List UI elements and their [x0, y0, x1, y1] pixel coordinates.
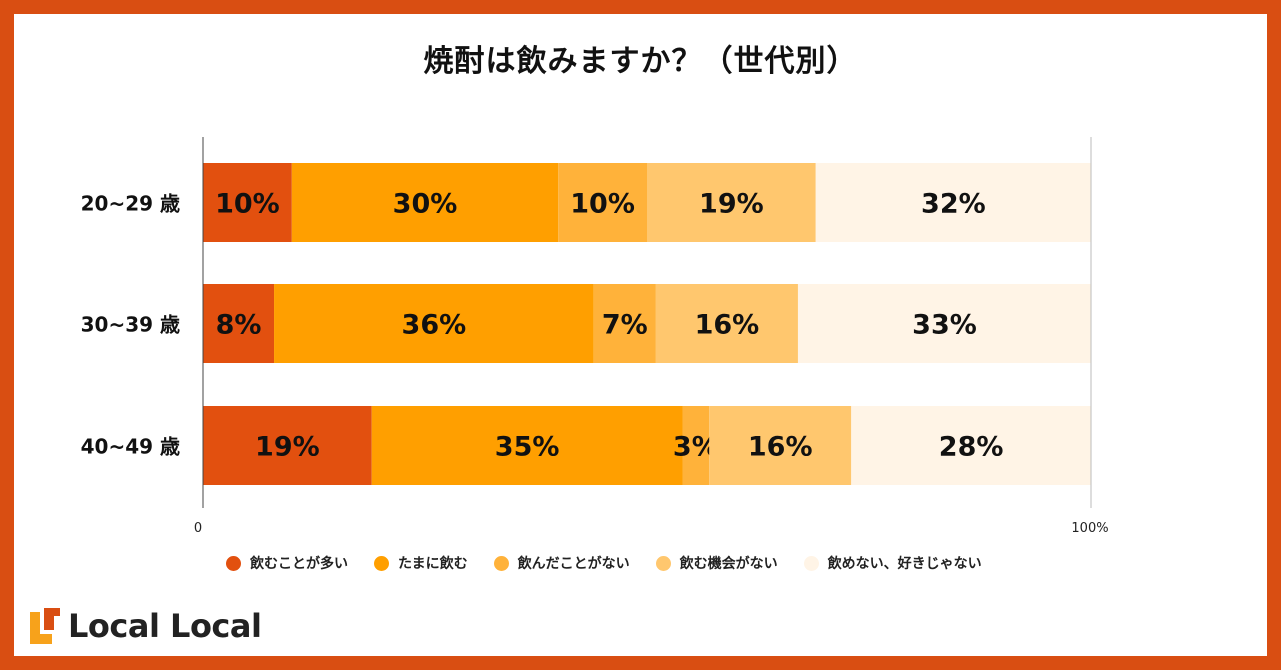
legend-item: 飲めない、好きじゃない	[803, 553, 982, 573]
data-label: 32%	[921, 189, 986, 220]
bar-segment	[815, 163, 1091, 242]
bar-segment	[371, 406, 683, 485]
bar-segment	[647, 163, 816, 242]
bar-segment	[203, 163, 292, 242]
data-label: 36%	[402, 310, 467, 341]
legend-label: 飲むことが多い	[250, 556, 348, 572]
legend-swatch	[374, 555, 389, 571]
chart-title: 焼酎は飲みますか？（世代別）	[423, 44, 858, 79]
bar-segment	[851, 406, 1091, 485]
bar-segment	[682, 406, 710, 485]
data-label: 33%	[912, 310, 977, 341]
data-label: 16%	[695, 310, 760, 341]
bar-segment	[203, 406, 372, 485]
category-label: 30~39 歳	[81, 313, 180, 337]
legend-item: たまに飲む	[374, 553, 468, 573]
x-tick-label: 100%	[1071, 521, 1108, 536]
data-label: 35%	[495, 432, 560, 463]
bar-segment	[558, 163, 647, 242]
data-label: 30%	[393, 189, 458, 220]
data-label: 10%	[570, 189, 635, 220]
legend-swatch	[803, 555, 819, 571]
x-tick-label: 0	[194, 521, 202, 536]
legend-item: 飲んだことがない	[493, 553, 630, 573]
data-label: 10%	[215, 189, 280, 220]
local-local-logo-icon	[30, 608, 60, 644]
bar-segment	[709, 406, 852, 485]
bar-segment	[291, 163, 559, 242]
legend-label: たまに飲む	[398, 556, 468, 572]
brand-logo: Local Local	[30, 607, 262, 645]
data-label: 7%	[602, 310, 648, 341]
bar-segment	[203, 284, 275, 363]
brand-name: Local Local	[68, 607, 262, 645]
category-label: 20~29 歳	[81, 192, 180, 216]
data-label: 16%	[748, 432, 813, 463]
legend-item: 飲むことが多い	[226, 553, 348, 573]
legend-swatch	[655, 555, 671, 571]
legend: 飲むことが多い たまに飲む 飲んだことがない 飲む機会がない 飲めない、好きじゃない	[226, 553, 1008, 573]
legend-swatch	[493, 555, 509, 571]
category-label: 40~49 歳	[81, 435, 180, 459]
legend-swatch	[226, 555, 241, 571]
data-label: 19%	[255, 432, 320, 463]
legend-label: 飲めない、好きじゃない	[827, 556, 982, 572]
data-label: 28%	[939, 432, 1004, 463]
bar-segment	[593, 284, 656, 363]
legend-item: 飲む機会がない	[655, 553, 778, 573]
bar-segment	[797, 284, 1091, 363]
data-label: 8%	[216, 310, 262, 341]
legend-label: 飲んだことがない	[517, 556, 630, 572]
data-label: 19%	[699, 189, 764, 220]
bar-segment	[655, 284, 798, 363]
legend-label: 飲む機会がない	[679, 556, 778, 572]
bar-segment	[274, 284, 594, 363]
